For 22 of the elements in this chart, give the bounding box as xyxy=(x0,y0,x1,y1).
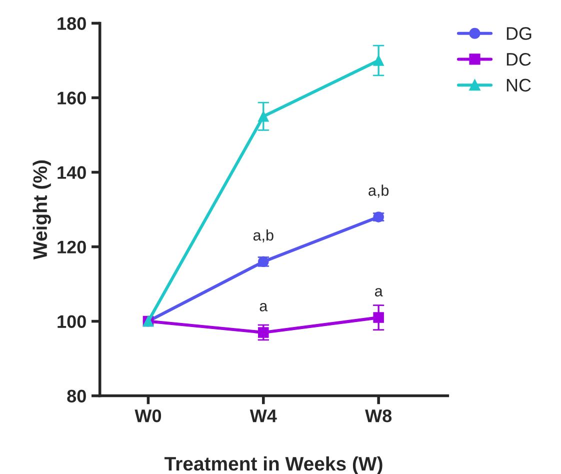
x-tick-label: W8 xyxy=(365,409,392,422)
y-tick-label: 120 xyxy=(58,240,86,254)
y-tick-label: 80 xyxy=(67,390,86,403)
annotation: a xyxy=(260,303,268,312)
point xyxy=(373,312,384,323)
annotation: a,b xyxy=(368,184,389,198)
point xyxy=(258,110,269,122)
y-tick-label: 140 xyxy=(58,166,86,179)
y-tick-label: 100 xyxy=(58,315,86,328)
x-tick-label: W4 xyxy=(250,410,277,422)
point xyxy=(258,327,269,338)
annotation: a xyxy=(374,288,383,296)
legend-label: DC xyxy=(506,52,531,66)
x-tick-label: W0 xyxy=(134,409,162,422)
annotation: a,b xyxy=(253,229,274,242)
y-tick-label: 180 xyxy=(58,17,86,30)
legend-label: DG xyxy=(506,27,532,40)
legend-label: NC xyxy=(506,78,531,92)
y-axis-title: Weight (%) xyxy=(32,160,51,260)
x-axis-title: Treatment in Weeks (W) xyxy=(164,456,382,474)
point xyxy=(373,55,384,66)
y-tick-label: 160 xyxy=(58,92,86,104)
